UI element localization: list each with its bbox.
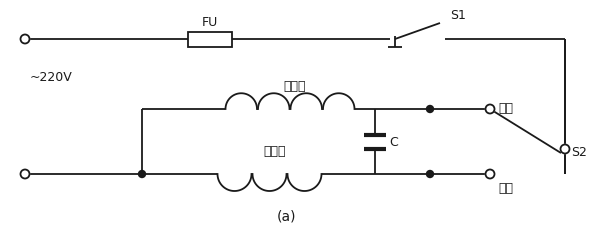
Bar xyxy=(188,32,232,47)
Circle shape xyxy=(427,106,433,113)
Circle shape xyxy=(561,145,570,154)
Circle shape xyxy=(20,35,29,44)
Text: S2: S2 xyxy=(571,146,587,159)
Circle shape xyxy=(486,170,494,179)
Circle shape xyxy=(486,105,494,114)
Text: C: C xyxy=(389,136,398,148)
Text: 反转: 反转 xyxy=(498,182,513,195)
Text: FU: FU xyxy=(202,16,218,30)
Circle shape xyxy=(139,171,146,178)
Text: 主绕组: 主绕组 xyxy=(284,80,306,93)
Text: (a): (a) xyxy=(276,209,296,223)
Text: 副绕组: 副绕组 xyxy=(263,144,286,157)
Text: S1: S1 xyxy=(450,9,466,22)
Text: 正转: 正转 xyxy=(498,102,513,115)
Circle shape xyxy=(20,170,29,179)
Text: ~220V: ~220V xyxy=(30,71,72,84)
Circle shape xyxy=(427,171,433,178)
